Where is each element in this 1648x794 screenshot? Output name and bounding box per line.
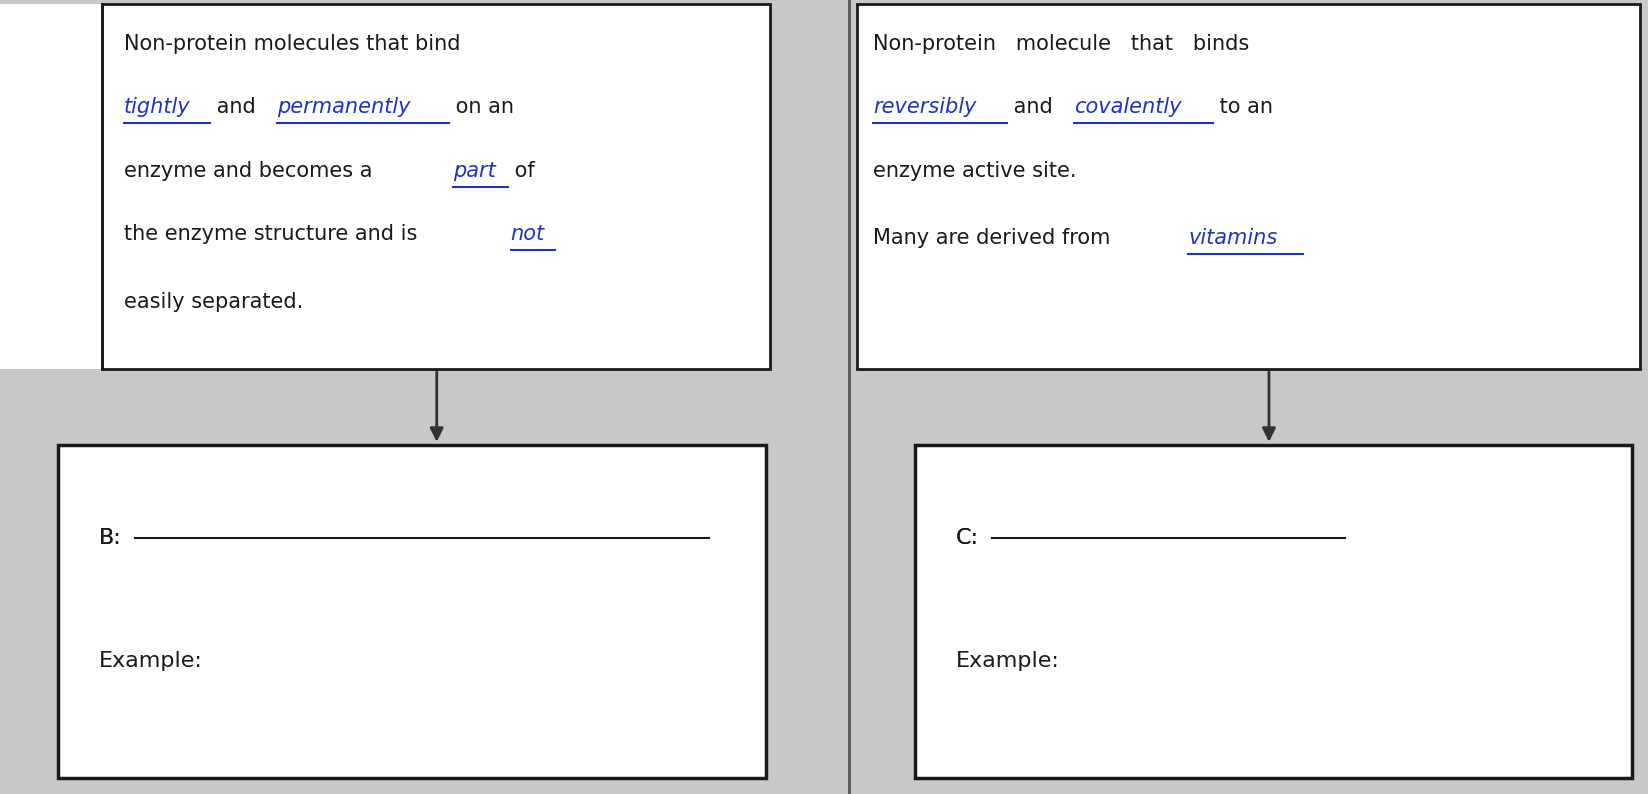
Text: and: and (1007, 97, 1060, 118)
Text: C:: C: (956, 528, 979, 548)
Text: of: of (508, 160, 534, 181)
Bar (102, 4, 770, 369)
Bar (58, 445, 766, 778)
Text: the enzyme structure and is: the enzyme structure and is (124, 224, 424, 245)
Text: Many are derived from: Many are derived from (873, 228, 1117, 249)
Text: C:: C: (956, 528, 979, 548)
Text: not: not (511, 224, 545, 245)
Text: Example:: Example: (99, 651, 203, 672)
Text: reversibly: reversibly (873, 97, 977, 118)
Bar (915, 445, 1632, 778)
Text: Non-protein   molecule   that   binds: Non-protein molecule that binds (873, 33, 1249, 54)
Text: enzyme active site.: enzyme active site. (873, 160, 1076, 181)
Text: to an: to an (1213, 97, 1274, 118)
Bar (0, 4, 102, 369)
Text: B:: B: (99, 528, 122, 548)
Text: covalently: covalently (1074, 97, 1182, 118)
Text: and: and (209, 97, 262, 118)
Text: on an: on an (450, 97, 514, 118)
Bar (857, 4, 1640, 369)
Text: easily separated.: easily separated. (124, 291, 303, 312)
Text: permanently: permanently (277, 97, 410, 118)
Text: Non-protein molecules that bind: Non-protein molecules that bind (124, 33, 460, 54)
Text: tightly: tightly (124, 97, 190, 118)
Text: vitamins: vitamins (1188, 228, 1277, 249)
Text: part: part (453, 160, 496, 181)
Text: B:: B: (99, 528, 122, 548)
Text: enzyme and becomes a: enzyme and becomes a (124, 160, 379, 181)
Text: Example:: Example: (956, 651, 1060, 672)
